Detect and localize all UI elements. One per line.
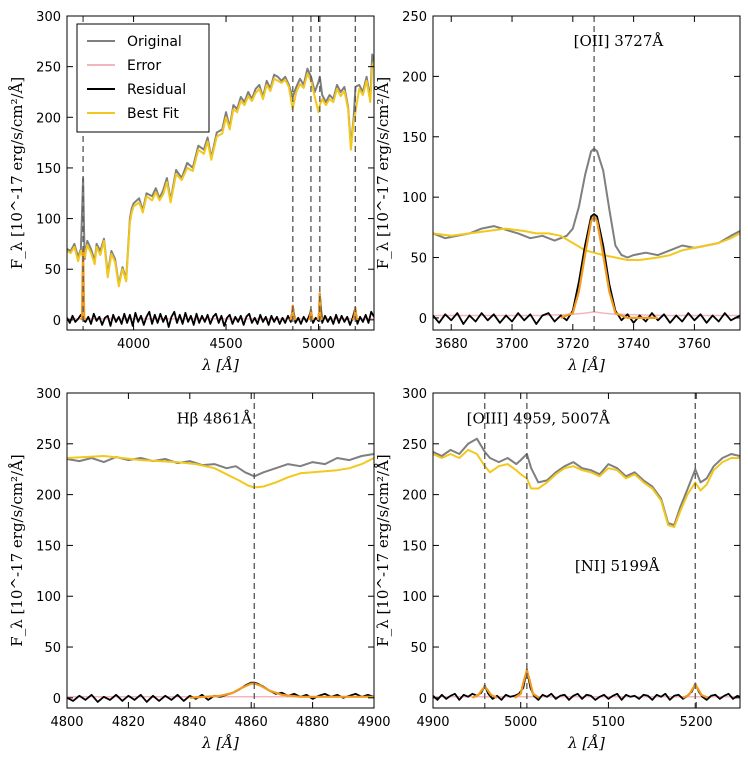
x-tick-label: 4800 xyxy=(50,715,83,730)
x-tick-label: 4840 xyxy=(173,715,206,730)
line-annotation: [NI] 5199Å xyxy=(575,557,660,575)
axes-frame xyxy=(432,392,741,709)
x-tick-label: 4900 xyxy=(357,715,390,730)
plot-area xyxy=(67,393,374,708)
y-tick-label: 250 xyxy=(402,438,427,453)
best-fit-series xyxy=(67,455,374,489)
y-tick-label: 0 xyxy=(53,314,61,329)
y-tick-label: 100 xyxy=(402,590,427,605)
y-axis-label: F_λ [10^-17 erg/s/cm²/Å] xyxy=(8,454,26,646)
plot-area xyxy=(67,16,374,330)
y-tick-label: 200 xyxy=(402,489,427,504)
original-series xyxy=(433,147,740,259)
plot-area xyxy=(433,16,740,330)
line-fit-series xyxy=(289,304,297,321)
y-tick-label: 50 xyxy=(44,263,61,278)
error-series xyxy=(433,311,740,317)
y-tick-label: 50 xyxy=(410,252,427,267)
residual-series xyxy=(67,681,374,703)
y-tick-label: 100 xyxy=(36,213,61,228)
y-tick-label: 300 xyxy=(36,387,61,402)
x-tick-label: 4880 xyxy=(296,715,329,730)
y-tick-label: 0 xyxy=(53,692,61,707)
x-tick-label: 5000 xyxy=(302,337,335,352)
y-tick-label: 200 xyxy=(36,111,61,126)
x-tick-label: 3740 xyxy=(617,337,650,352)
x-axis-label: λ [Å] xyxy=(567,356,605,374)
panel-hbeta: 4800 4820 4840 4860 4880 4900 0 50 100 150 200 250 3… xyxy=(8,387,391,752)
best-fit-series xyxy=(433,227,740,261)
y-axis-label: F_λ [10^-17 erg/s/cm²/Å] xyxy=(374,77,392,269)
panel-oii: 3680 3700 3720 3740 3760 0 50 100 150 200 250 λ [Å]… xyxy=(374,10,741,374)
y-tick-label: 150 xyxy=(36,162,61,177)
panel-full: 4000 4500 5000 0 50 100 150 200 250 300 λ [Å] F_λ [… xyxy=(8,10,375,374)
legend: Original Error Residual Best Fit xyxy=(76,23,210,133)
line-fit-series xyxy=(189,682,374,699)
y-tick-label: 100 xyxy=(36,590,61,605)
y-tick-label: 150 xyxy=(402,131,427,146)
y-tick-label: 250 xyxy=(36,438,61,453)
x-tick-label: 3680 xyxy=(435,337,468,352)
x-axis-label: λ [Å] xyxy=(201,734,239,752)
y-tick-label: 50 xyxy=(44,641,61,656)
legend-label: Original xyxy=(127,34,182,50)
x-tick-label: 3760 xyxy=(678,337,711,352)
best-fit-series xyxy=(67,61,374,288)
x-tick-label: 4900 xyxy=(416,715,449,730)
x-tick-label: 4500 xyxy=(210,337,243,352)
y-tick-label: 250 xyxy=(36,61,61,76)
y-tick-label: 200 xyxy=(402,70,427,85)
y-tick-label: 150 xyxy=(402,539,427,554)
y-tick-label: 300 xyxy=(36,10,61,25)
y-axis-label: F_λ [10^-17 erg/s/cm²/Å] xyxy=(8,77,26,269)
legend-label: Error xyxy=(127,58,161,74)
axes-frame xyxy=(66,15,375,331)
original-series xyxy=(433,437,740,527)
axes-frame xyxy=(66,392,375,709)
y-tick-label: 100 xyxy=(402,191,427,206)
x-axis-label: λ [Å] xyxy=(201,356,239,374)
best-fit-series xyxy=(433,448,740,529)
y-tick-label: 250 xyxy=(402,10,427,25)
y-tick-label: 0 xyxy=(419,312,427,327)
x-tick-label: 5000 xyxy=(504,715,537,730)
x-tick-label: 3700 xyxy=(495,337,528,352)
line-annotation: [OII] 3727Å xyxy=(574,32,664,50)
line-annotation: [OIII] 4959, 5007Å xyxy=(467,409,610,427)
plot-area xyxy=(433,393,740,708)
line-fit-series xyxy=(513,669,540,699)
line-fit-series xyxy=(316,292,324,321)
legend-label: Best Fit xyxy=(127,106,179,122)
legend-label: Residual xyxy=(127,82,186,98)
y-tick-label: 150 xyxy=(36,539,61,554)
x-tick-label: 5100 xyxy=(592,715,625,730)
y-tick-label: 0 xyxy=(419,692,427,707)
y-tick-label: 300 xyxy=(402,387,427,402)
residual-series xyxy=(433,213,740,325)
y-tick-label: 200 xyxy=(36,489,61,504)
y-tick-label: 50 xyxy=(410,641,427,656)
axes-frame xyxy=(432,15,741,331)
x-tick-label: 4820 xyxy=(112,715,145,730)
line-annotation: Hβ 4861Å xyxy=(177,409,253,427)
y-axis-label: F_λ [10^-17 erg/s/cm²/Å] xyxy=(374,454,392,646)
x-tick-label: 4860 xyxy=(235,715,268,730)
panel-oiii: 4900 5000 5100 5200 0 50 100 150 200 250 300 λ [Å] F… xyxy=(374,387,741,752)
residual-series xyxy=(67,292,374,328)
x-tick-label: 3720 xyxy=(556,337,589,352)
x-tick-label: 4000 xyxy=(117,337,150,352)
line-fit-series xyxy=(560,215,658,319)
x-axis-label: λ [Å] xyxy=(567,734,605,752)
x-tick-label: 5200 xyxy=(680,715,713,730)
